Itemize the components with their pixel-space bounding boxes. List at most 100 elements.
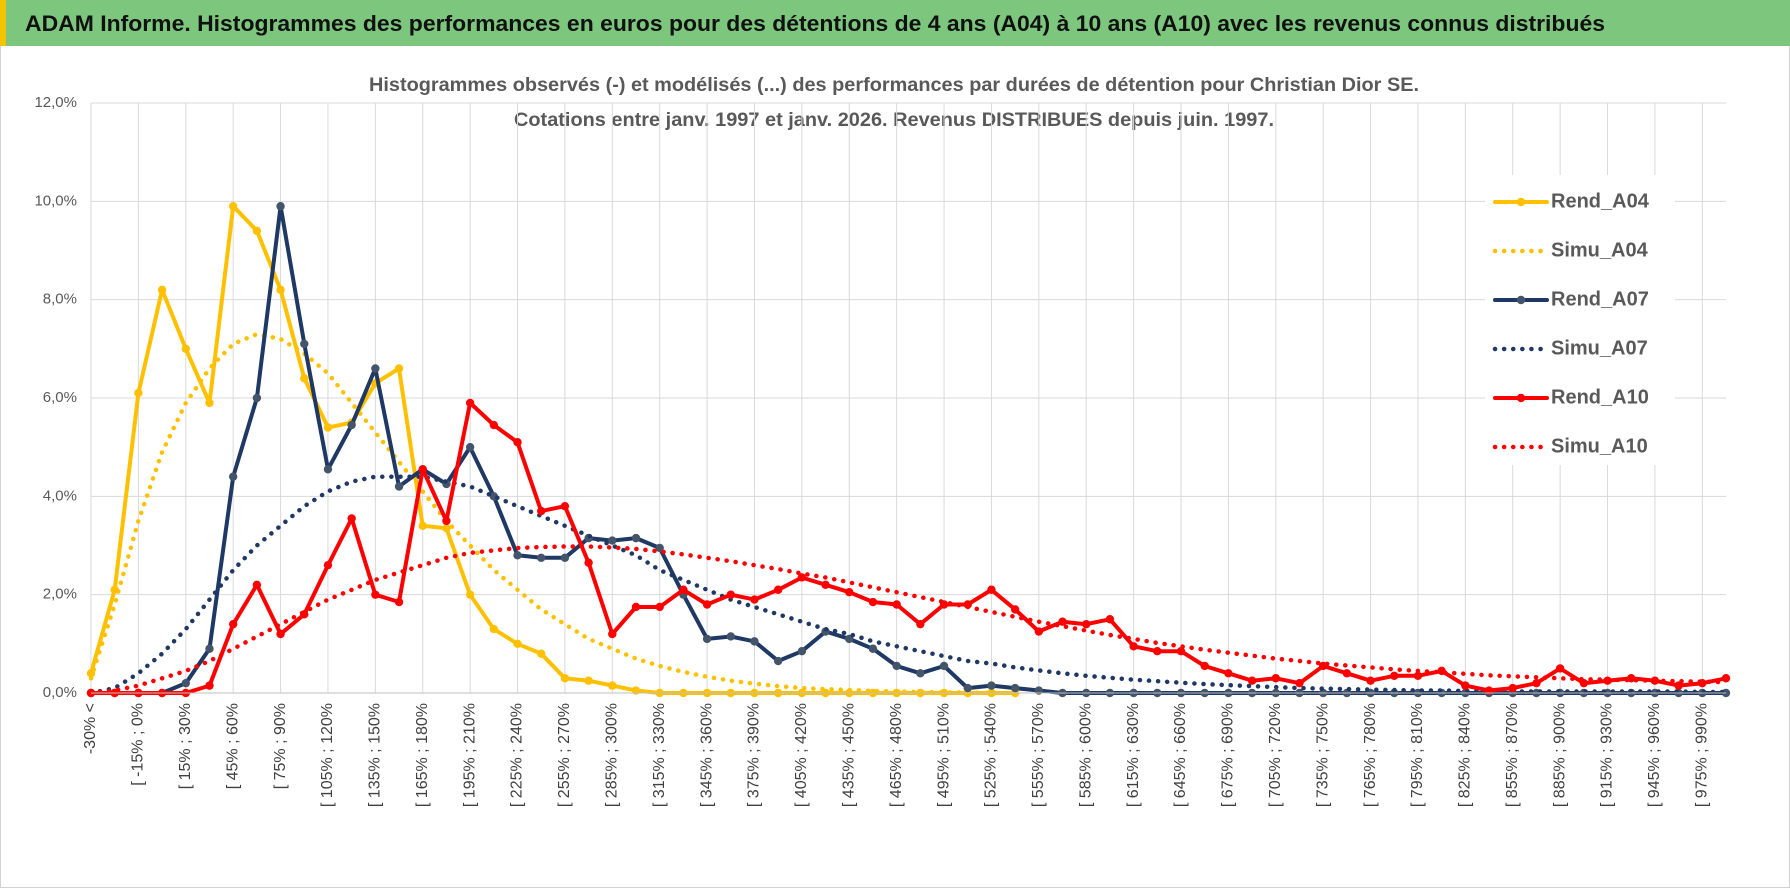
legend-box — [1485, 175, 1675, 465]
point-marker — [205, 644, 214, 653]
point-marker — [157, 285, 167, 295]
point-marker — [631, 602, 641, 612]
point-marker — [963, 683, 972, 693]
point-marker — [1342, 669, 1352, 678]
legend-marker — [1516, 295, 1526, 305]
point-marker — [939, 661, 949, 671]
point-marker — [1200, 661, 1209, 671]
x-tick-label: [ 885% ; 900% — [1551, 703, 1568, 807]
x-tick-label: [ 465% ; 480% — [888, 703, 905, 807]
x-tick-label: [ 75% ; 90% — [272, 703, 289, 789]
point-marker — [608, 536, 617, 545]
x-tick-label: [ 15% ; 30% — [177, 703, 194, 789]
point-marker — [276, 629, 285, 639]
point-marker — [489, 624, 499, 634]
point-marker — [371, 590, 380, 599]
y-tick-label: 2,0% — [43, 586, 77, 603]
legend-label: Rend_A10 — [1551, 386, 1649, 408]
point-marker — [655, 602, 664, 612]
legend-label: Simu_A10 — [1551, 435, 1648, 457]
point-marker — [323, 560, 333, 570]
point-marker — [1532, 678, 1541, 688]
point-marker — [1413, 671, 1423, 680]
point-marker — [1247, 676, 1257, 685]
point-marker — [821, 580, 830, 590]
point-marker — [797, 573, 807, 582]
point-marker — [987, 681, 996, 690]
point-marker — [868, 597, 878, 607]
header-bar — [0, 0, 1790, 46]
point-marker — [1721, 674, 1731, 683]
y-tick-label: 8,0% — [43, 291, 77, 308]
point-marker — [679, 585, 688, 594]
point-marker — [300, 374, 309, 383]
point-marker — [702, 600, 712, 609]
legend-label: Rend_A07 — [1551, 288, 1649, 310]
point-marker — [892, 600, 901, 609]
point-marker — [513, 551, 522, 560]
x-tick-label: [ 285% ; 300% — [604, 703, 621, 807]
x-tick-label: [ -15% ; 0% — [130, 703, 147, 786]
point-marker — [1555, 664, 1565, 673]
x-tick-label: [ 795% ; 810% — [1409, 703, 1426, 807]
point-marker — [1461, 681, 1470, 690]
point-marker — [1271, 674, 1280, 683]
point-marker — [1010, 683, 1020, 693]
point-marker — [1105, 615, 1115, 624]
y-tick-label: 10,0% — [34, 192, 77, 209]
point-marker — [347, 514, 356, 523]
y-tick-label: 12,0% — [34, 94, 77, 111]
x-tick-label: [ 555% ; 570% — [1030, 703, 1047, 807]
point-marker — [702, 634, 712, 644]
legend-label: Simu_A07 — [1551, 337, 1648, 359]
chart-subtitle: Cotations entre janv. 1997 et janv. 2026… — [514, 110, 1274, 131]
x-tick-label: [ 765% ; 780% — [1362, 703, 1379, 807]
x-tick-label: [ 405% ; 420% — [793, 703, 810, 807]
point-marker — [1674, 681, 1683, 690]
series-line — [88, 544, 1729, 696]
point-marker — [252, 226, 262, 236]
point-marker — [323, 465, 333, 474]
x-tick-label: [ 735% ; 750% — [1314, 703, 1331, 807]
point-marker — [584, 676, 593, 685]
series-line — [89, 400, 1728, 695]
x-tick-label: [ 915% ; 930% — [1599, 703, 1616, 807]
x-tick-label: [ 615% ; 630% — [1125, 703, 1142, 807]
x-tick-label: [ 375% ; 390% — [746, 703, 763, 807]
point-marker — [300, 339, 309, 349]
point-marker — [987, 585, 996, 594]
point-marker — [442, 524, 451, 533]
point-marker — [323, 423, 333, 432]
point-marker — [347, 420, 356, 430]
point-marker — [726, 632, 735, 641]
x-tick-label: -30% < — [82, 703, 99, 754]
point-marker — [726, 590, 735, 599]
point-marker — [276, 202, 285, 211]
point-marker — [1295, 678, 1304, 688]
point-marker — [1366, 676, 1375, 685]
point-marker — [1034, 627, 1044, 636]
point-marker — [394, 482, 404, 491]
point-marker — [608, 681, 617, 690]
x-tick-label: [ 945% ; 960% — [1646, 703, 1663, 807]
point-marker — [1390, 671, 1399, 680]
point-marker — [489, 420, 499, 430]
point-marker — [631, 533, 641, 543]
point-marker — [181, 678, 190, 688]
point-marker — [584, 558, 593, 567]
x-tick-label: [ 315% ; 330% — [651, 703, 668, 807]
x-tick-label: [ 675% ; 690% — [1220, 703, 1237, 807]
x-tick-label: [ 255% ; 270% — [556, 703, 573, 807]
point-marker — [560, 553, 570, 562]
point-marker — [228, 472, 238, 481]
x-tick-label: [ 195% ; 210% — [461, 703, 478, 807]
x-tick-label: [ 705% ; 720% — [1267, 703, 1284, 807]
point-marker — [442, 516, 451, 526]
x-tick-label: [ 135% ; 150% — [367, 703, 384, 807]
point-marker — [228, 619, 238, 629]
point-marker — [655, 543, 664, 553]
point-marker — [134, 388, 143, 398]
point-marker — [1082, 619, 1091, 629]
